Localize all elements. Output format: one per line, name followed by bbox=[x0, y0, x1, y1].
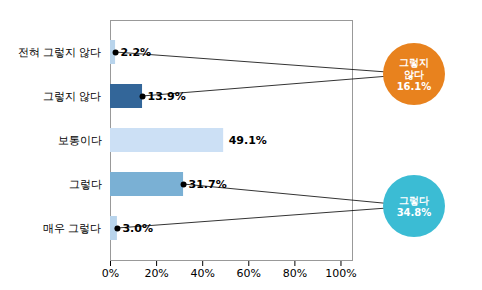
svg-text:60%: 60% bbox=[237, 267, 261, 280]
svg-text:그렇지 않다: 그렇지 않다 bbox=[43, 90, 102, 103]
svg-text:20%: 20% bbox=[144, 267, 168, 280]
svg-text:40%: 40% bbox=[190, 267, 214, 280]
svg-text:그렇지않다16.1%: 그렇지않다16.1% bbox=[397, 57, 432, 92]
svg-text:보통이다: 보통이다 bbox=[58, 134, 102, 147]
svg-text:80%: 80% bbox=[283, 267, 307, 280]
svg-text:31.7%: 31.7% bbox=[189, 178, 227, 191]
svg-text:13.9%: 13.9% bbox=[148, 90, 186, 103]
svg-text:그렇다: 그렇다 bbox=[69, 178, 102, 191]
svg-text:전혀 그렇지 않다: 전혀 그렇지 않다 bbox=[18, 46, 102, 59]
svg-text:100%: 100% bbox=[325, 267, 356, 280]
svg-text:매우 그렇다: 매우 그렇다 bbox=[43, 222, 102, 235]
svg-text:0%: 0% bbox=[102, 267, 119, 280]
svg-text:그렇다34.8%: 그렇다34.8% bbox=[397, 195, 432, 218]
svg-text:2.2%: 2.2% bbox=[120, 46, 152, 59]
svg-text:49.1%: 49.1% bbox=[229, 134, 267, 147]
svg-text:3.0%: 3.0% bbox=[122, 222, 153, 235]
